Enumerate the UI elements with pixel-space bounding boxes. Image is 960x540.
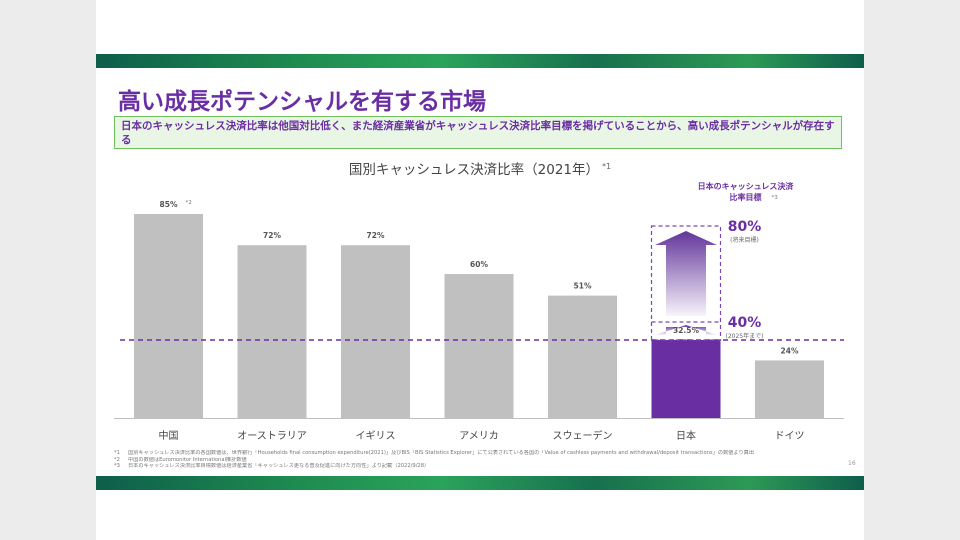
chart-title-text: 国別キャッシュレス決済比率（2021年） (348, 162, 599, 178)
target-sublabel: (将来目標) (730, 236, 759, 244)
footnotes: *1 国別キャッシュレス決済比率の各国数値は、世界銀行「Households fi… (114, 450, 814, 470)
value-label: 24% (781, 346, 799, 355)
category-label: 中国 (159, 429, 179, 442)
target-value-label: 80% (728, 219, 762, 235)
slide: 高い成長ポテンシャルを有する市場 日本のキャッシュレス決済比率は他国対比低く、ま… (96, 0, 864, 540)
footnote-2: *2 中国の数値はEuromonitor International推計数値 (114, 457, 814, 464)
category-label: オーストラリア (237, 430, 307, 442)
target-heading-note: *3 (772, 195, 779, 201)
value-label: 51% (574, 282, 592, 291)
footnote-mark: *2 (114, 456, 120, 463)
chart-title-note: *1 (602, 161, 612, 171)
value-label: 32.5% (673, 326, 700, 335)
value-label: 72% (263, 231, 281, 240)
bar-1 (134, 214, 203, 418)
footnote-text: 日本のキャッシュレス決済比率目標数値は経済産業省「キャッシュレス更なる普及促進に… (128, 463, 430, 469)
target-heading-line1: 日本のキャッシュレス決済 (698, 181, 795, 191)
bar-6 (651, 340, 721, 418)
bar-3 (341, 245, 410, 418)
chart-title: 国別キャッシュレス決済比率（2021年） *1 (96, 158, 864, 179)
footnote-3: *3 日本のキャッシュレス決済比率目標数値は経済産業省「キャッシュレス更なる普及促… (114, 463, 814, 470)
value-note: *2 (186, 200, 192, 206)
bar-7 (755, 360, 824, 418)
footnote-mark: *3 (114, 463, 120, 469)
category-label: イギリス (356, 430, 396, 442)
page-number: 16 (848, 460, 856, 467)
target-sublabel: (2025年まで) (726, 332, 764, 340)
footnote-text: 中国の数値はEuromonitor International推計数値 (128, 456, 247, 463)
value-label: 72% (367, 231, 385, 240)
target-80-outline (650, 225, 722, 341)
bar-chart: 85% *2 中国 72% オーストラリア 72% イギリス 60% アメリカ 51% スウェーデン… (114, 181, 844, 442)
footnote-1: *1 国別キャッシュレス決済比率の各国数値は、世界銀行「Households fi… (114, 450, 814, 457)
target-heading-line2: 比率目標 (730, 192, 762, 202)
category-label: アメリカ (459, 430, 499, 442)
bar-2 (237, 245, 307, 418)
subtitle-box: 日本のキャッシュレス決済比率は他国対比低く、また経済産業省がキャッシュレス決済比… (114, 116, 842, 149)
bar-5 (548, 295, 617, 418)
bars-group: 85% *2 中国 72% オーストラリア 72% イギリス 60% アメリカ 51% スウェーデン… (114, 200, 844, 442)
category-label: 日本 (676, 429, 696, 442)
footnote-text: 国別キャッシュレス決済比率の各国数値は、世界銀行「Households fina… (128, 450, 755, 456)
category-label: ドイツ (775, 431, 805, 442)
footnote-mark: *1 (114, 450, 120, 456)
slide-title: 高い成長ポテンシャルを有する市場 (118, 89, 486, 115)
category-label: スウェーデン (553, 429, 613, 442)
target-value-label: 40% (728, 315, 762, 331)
top-decorative-band (96, 54, 864, 68)
value-label: 85% (160, 200, 178, 209)
bar-4 (444, 274, 514, 418)
up-arrow-40 (655, 325, 717, 335)
target-annotations: 日本のキャッシュレス決済比率目標 *3 80%(将来目標) 40%(2025年まで) (650, 181, 795, 341)
bottom-decorative-band (96, 476, 864, 490)
value-label: 60% (470, 260, 488, 269)
up-arrow-80 (655, 231, 717, 316)
